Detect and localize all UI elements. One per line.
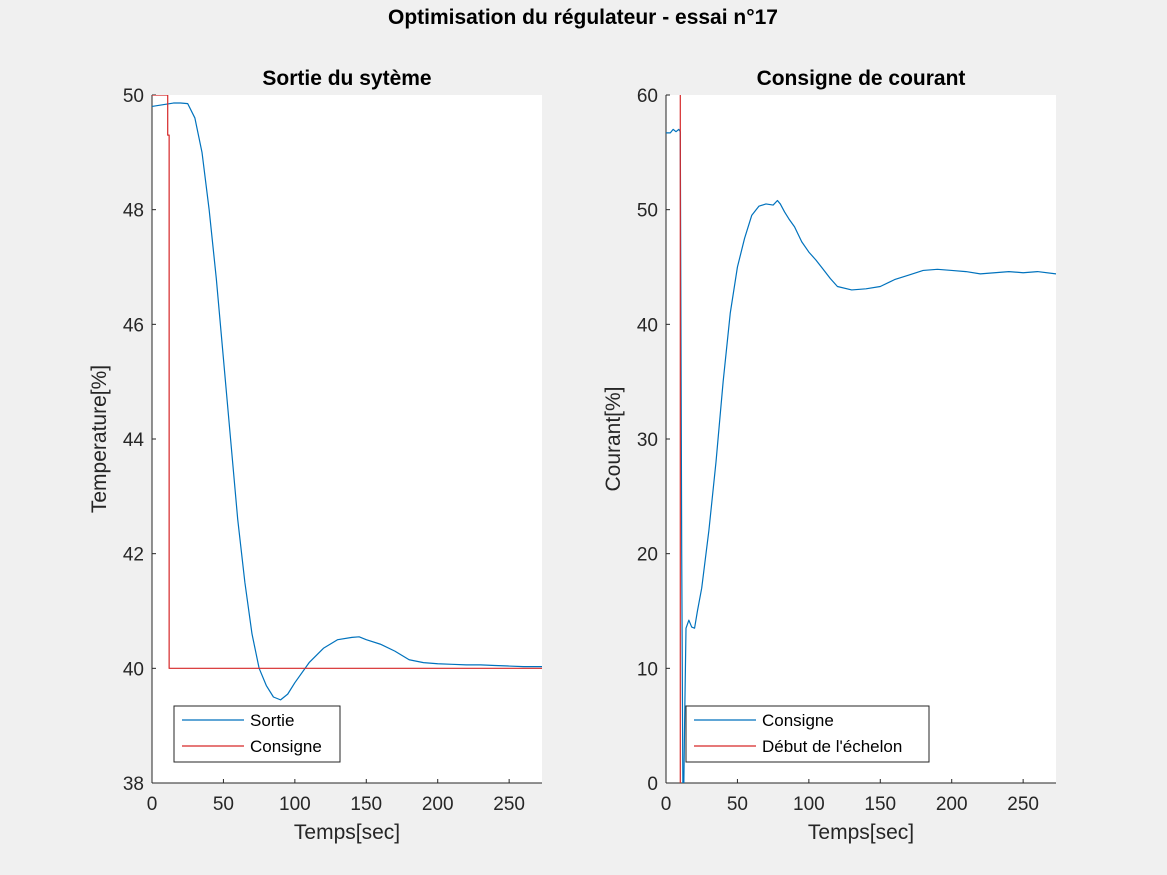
x-axis-label: Temps[sec] — [294, 821, 400, 844]
x-tick-label: 200 — [936, 794, 968, 815]
y-tick-label: 42 — [123, 545, 144, 566]
y-tick-label: 20 — [637, 545, 658, 566]
x-tick-label: 0 — [661, 794, 672, 815]
legend: Consigne Début de l'échelon — [685, 705, 930, 763]
y-tick-label: 48 — [123, 201, 144, 222]
figure-title: Optimisation du régulateur - essai n°17 — [388, 6, 778, 29]
x-tick-label: 150 — [350, 794, 382, 815]
y-axis-label: Courant[%] — [602, 386, 625, 491]
plot-area — [666, 95, 1056, 783]
subplot-1: 0 50 100 150 200 250 38 40 42 44 46 48 50 Sortie du s… — [88, 67, 542, 844]
legend-label: Sortie — [250, 711, 294, 730]
series-line-1 — [666, 128, 1056, 783]
y-tick-label: 50 — [123, 86, 144, 107]
x-tick-label: 250 — [1007, 794, 1039, 815]
y-tick-label: 46 — [123, 315, 144, 336]
series-group — [666, 95, 1056, 783]
subplot-title: Sortie du sytème — [262, 67, 431, 90]
plot-area — [152, 95, 542, 783]
y-tick-label: 50 — [637, 201, 658, 222]
series-line-2 — [152, 95, 542, 669]
x-tick-label: 200 — [422, 794, 454, 815]
legend-label: Consigne — [250, 737, 322, 756]
legend-box — [685, 705, 930, 763]
subplot-2: 0 50 100 150 200 250 0 10 20 30 40 50 60 Consigne de … — [602, 67, 1056, 844]
y-tick-label: 10 — [637, 659, 658, 680]
x-tick-label: 50 — [213, 794, 234, 815]
y-tick-label: 0 — [647, 774, 658, 795]
x-tick-label: 250 — [493, 794, 525, 815]
series-group — [152, 95, 542, 701]
y-axis-label: Temperature[%] — [88, 365, 111, 513]
x-tick-label: 150 — [864, 794, 896, 815]
x-tick-label: 50 — [727, 794, 748, 815]
legend-label: Début de l'échelon — [762, 737, 902, 756]
y-tick-label: 40 — [637, 315, 658, 336]
series-line-1 — [152, 102, 542, 701]
legend-label: Consigne — [762, 711, 834, 730]
y-tick-label: 40 — [123, 659, 144, 680]
x-tick-label: 100 — [793, 794, 825, 815]
y-tick-label: 38 — [123, 774, 144, 795]
legend-box — [173, 705, 341, 763]
legend: Sortie Consigne — [173, 705, 341, 763]
subplot-title: Consigne de courant — [757, 67, 966, 90]
y-tick-label: 44 — [123, 430, 145, 451]
y-tick-label: 30 — [637, 430, 658, 451]
y-tick-label: 60 — [637, 86, 658, 107]
x-axis-label: Temps[sec] — [808, 821, 914, 844]
x-tick-label: 0 — [147, 794, 158, 815]
x-tick-label: 100 — [279, 794, 311, 815]
